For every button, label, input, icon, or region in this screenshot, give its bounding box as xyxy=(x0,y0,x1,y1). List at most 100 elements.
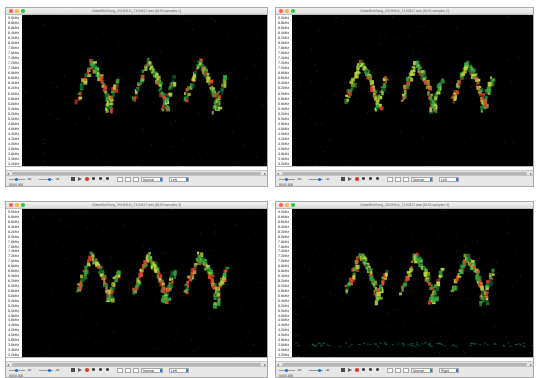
zoom-icon[interactable] xyxy=(21,203,25,207)
close-icon[interactable] xyxy=(279,203,283,207)
loop-icon[interactable] xyxy=(362,177,365,180)
channel-select[interactable]: Left xyxy=(169,368,189,373)
spectrogram-window[interactable]: /Data/BirdSong_20190511_T100817.wav [819… xyxy=(275,201,534,378)
slider-knob[interactable] xyxy=(48,369,51,372)
zoom-in-button[interactable] xyxy=(387,368,393,373)
chevron-down-icon[interactable] xyxy=(160,178,162,181)
range-slider[interactable] xyxy=(39,178,53,181)
channel-select[interactable]: Right xyxy=(439,368,459,373)
gain-slider[interactable] xyxy=(279,369,295,372)
chevron-down-icon[interactable] xyxy=(430,178,432,181)
slider-knob[interactable] xyxy=(318,178,321,181)
loop-icon[interactable] xyxy=(362,368,365,371)
title-bar[interactable]: /Data/BirdSong_20190511_T100817.wav [819… xyxy=(276,8,533,15)
record-dot-icon[interactable] xyxy=(99,368,102,371)
horizontal-scrollbar[interactable]: ◂ ▸ xyxy=(6,170,267,176)
range-slider[interactable] xyxy=(309,178,323,181)
spectrogram-window[interactable]: /Data/BirdSong_20190511_T100817.wav [819… xyxy=(5,201,268,378)
scale-select[interactable]: Normal xyxy=(411,177,433,182)
scale-select[interactable]: Normal xyxy=(411,368,433,373)
zoom-icon[interactable] xyxy=(291,9,295,13)
minimize-icon[interactable] xyxy=(285,9,289,13)
marker-icon[interactable] xyxy=(376,177,379,180)
slider-knob[interactable] xyxy=(318,369,321,372)
zoom-in-button[interactable] xyxy=(387,177,393,182)
slider-knob[interactable] xyxy=(15,369,18,372)
slider-knob[interactable] xyxy=(285,369,288,372)
record-dot-icon[interactable] xyxy=(99,177,102,180)
spectrogram-window[interactable]: /Data/BirdSong_20190511_T100817.wav [819… xyxy=(5,7,268,187)
chevron-down-icon[interactable] xyxy=(430,369,432,372)
close-icon[interactable] xyxy=(279,9,283,13)
record-dot-icon[interactable] xyxy=(369,368,372,371)
scale-select[interactable]: Normal xyxy=(141,177,163,182)
record-icon[interactable] xyxy=(85,368,89,372)
spectrogram-window[interactable]: /Data/BirdSong_20190511_T100817.wav [819… xyxy=(275,7,534,187)
stop-icon[interactable] xyxy=(71,177,75,181)
slider-knob[interactable] xyxy=(285,178,288,181)
channel-select[interactable]: Left xyxy=(169,177,189,182)
play-icon[interactable] xyxy=(348,177,352,181)
scroll-right-icon[interactable]: ▸ xyxy=(263,171,266,176)
scroll-left-icon[interactable]: ◂ xyxy=(7,171,10,176)
title-bar[interactable]: /Data/BirdSong_20190511_T100817.wav [819… xyxy=(276,202,533,209)
gain-slider[interactable] xyxy=(9,178,25,181)
record-icon[interactable] xyxy=(355,368,359,372)
minimize-icon[interactable] xyxy=(15,9,19,13)
slider-knob[interactable] xyxy=(15,178,18,181)
gain-slider[interactable] xyxy=(9,369,25,372)
minimize-icon[interactable] xyxy=(15,203,19,207)
zoom-icon[interactable] xyxy=(21,9,25,13)
spectrogram-canvas[interactable] xyxy=(292,209,533,357)
marker-icon[interactable] xyxy=(106,368,109,371)
play-icon[interactable] xyxy=(78,368,82,372)
channel-select[interactable]: Left xyxy=(439,177,459,182)
spectrogram-canvas[interactable] xyxy=(22,15,267,166)
scroll-thumb[interactable] xyxy=(12,172,261,175)
marker-icon[interactable] xyxy=(376,368,379,371)
slider-knob[interactable] xyxy=(48,178,51,181)
chevron-down-icon[interactable] xyxy=(456,178,458,181)
zoom-out-button[interactable] xyxy=(125,177,131,182)
horizontal-scrollbar[interactable]: ◂ ▸ xyxy=(276,170,533,176)
loop-icon[interactable] xyxy=(92,368,95,371)
scroll-thumb[interactable] xyxy=(282,363,527,366)
scroll-thumb[interactable] xyxy=(12,363,261,366)
zoom-icon[interactable] xyxy=(291,203,295,207)
chevron-down-icon[interactable] xyxy=(160,369,162,372)
scroll-right-icon[interactable]: ▸ xyxy=(529,171,532,176)
title-bar[interactable]: /Data/BirdSong_20190511_T100817.wav [819… xyxy=(6,8,267,15)
range-slider[interactable] xyxy=(309,369,323,372)
horizontal-scrollbar[interactable]: ◂ ▸ xyxy=(6,361,267,367)
scroll-left-icon[interactable]: ◂ xyxy=(277,171,280,176)
fit-button[interactable] xyxy=(403,177,409,182)
zoom-out-button[interactable] xyxy=(395,177,401,182)
horizontal-scrollbar[interactable]: ◂ ▸ xyxy=(276,361,533,367)
play-icon[interactable] xyxy=(348,368,352,372)
zoom-in-button[interactable] xyxy=(117,368,123,373)
close-icon[interactable] xyxy=(9,203,13,207)
zoom-out-button[interactable] xyxy=(395,368,401,373)
chevron-down-icon[interactable] xyxy=(456,369,458,372)
chevron-down-icon[interactable] xyxy=(186,178,188,181)
chevron-down-icon[interactable] xyxy=(186,369,188,372)
fit-button[interactable] xyxy=(133,368,139,373)
record-icon[interactable] xyxy=(85,177,89,181)
scroll-left-icon[interactable]: ◂ xyxy=(277,362,280,367)
zoom-out-button[interactable] xyxy=(125,368,131,373)
spectrogram-canvas[interactable] xyxy=(292,15,533,166)
scroll-right-icon[interactable]: ▸ xyxy=(529,362,532,367)
minimize-icon[interactable] xyxy=(285,203,289,207)
scroll-thumb[interactable] xyxy=(282,172,527,175)
play-icon[interactable] xyxy=(78,177,82,181)
spectrogram-canvas[interactable] xyxy=(22,209,267,357)
marker-icon[interactable] xyxy=(106,177,109,180)
loop-icon[interactable] xyxy=(92,177,95,180)
scroll-left-icon[interactable]: ◂ xyxy=(7,362,10,367)
record-icon[interactable] xyxy=(355,177,359,181)
scale-select[interactable]: Normal xyxy=(141,368,163,373)
title-bar[interactable]: /Data/BirdSong_20190511_T100817.wav [819… xyxy=(6,202,267,209)
stop-icon[interactable] xyxy=(71,368,75,372)
stop-icon[interactable] xyxy=(341,177,345,181)
record-dot-icon[interactable] xyxy=(369,177,372,180)
